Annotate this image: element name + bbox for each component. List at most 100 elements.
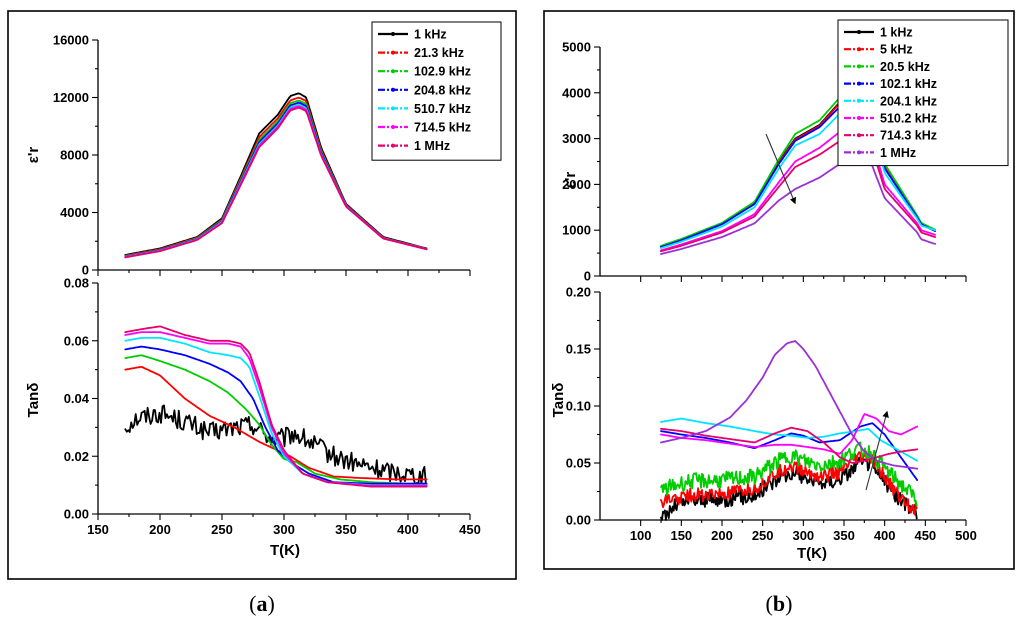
a-legend-label-21-3-khz: 21.3 kHz	[414, 46, 464, 60]
a-legend-label-1-khz: 1 kHz	[414, 28, 447, 42]
b-top-y-tick-label: 2000	[562, 177, 591, 192]
a-bottom-y-axis-title: Tanδ	[25, 383, 42, 418]
a-x-axis-title: T(K)	[270, 542, 300, 559]
panel-b-legend: 1 kHz 5 kHz 20.5 kHz 102.1 kHz 204.1 kHz 510.…	[837, 19, 1009, 167]
a-bottom-y-tick-label: 0.08	[64, 276, 89, 291]
b-legend-label-1-khz: 1 kHz	[880, 26, 913, 40]
a-legend-marker-21-3-khz	[391, 50, 395, 55]
b-bottom-x-tick-label: 300	[792, 528, 814, 543]
a-legend-marker-714-5-khz	[391, 125, 395, 129]
b-legend-marker-20-5-khz	[857, 64, 861, 69]
a-bottom-series-204-8-khz	[124, 345, 428, 485]
b-legend-label-102-1-khz: 102.1 kHz	[880, 77, 937, 91]
b-bottom-series-204-1-khz	[660, 417, 919, 462]
b-top-y-tick-label: 0	[584, 269, 591, 284]
panel-a-plot: 0 4000 8000 12000 16000 0.00 0.02 0.04 0.06 0.08 1…	[25, 33, 481, 560]
a-legend-marker-102-9-khz	[391, 69, 395, 74]
b-legend-marker-1-khz	[857, 30, 861, 34]
a-bottom-x-tick-label: 200	[149, 522, 171, 537]
a-legend-marker-1-mhz	[391, 143, 395, 148]
a-bottom-y-tick-label: 0.06	[64, 333, 89, 348]
b-top-trend-arrow	[765, 133, 796, 205]
b-legend-marker-5-khz	[857, 47, 861, 52]
b-legend-label-204-1-khz: 204.1 kHz	[880, 94, 937, 108]
b-legend-marker-204-1-khz	[857, 98, 861, 103]
b-legend-label-20-5-khz: 20.5 kHz	[880, 60, 930, 74]
b-bottom-series-102-1-khz	[660, 422, 919, 481]
b-bottom-y-tick-label: 0.05	[566, 456, 591, 471]
b-top-series-510-2-khz	[660, 112, 936, 252]
a-legend-label-510-7-khz: 510.7 kHz	[414, 102, 471, 116]
a-legend-label-204-8-khz: 204.8 kHz	[414, 83, 471, 97]
panel-a-legend: 1 kHz 21.3 kHz 102.9 kHz 204.8 kHz 510.7 kHz…	[371, 21, 502, 161]
b-bottom-x-tick-label: 150	[670, 528, 692, 543]
b-top-series-20-5-khz	[660, 69, 936, 247]
b-top-y-tick-label: 3000	[562, 131, 591, 146]
b-bottom-x-tick-label: 400	[874, 528, 896, 543]
b-legend-marker-102-1-khz	[857, 81, 861, 86]
b-top-series-204-1-khz	[660, 89, 936, 249]
a-bottom-y-tick-label: 0.02	[64, 449, 89, 464]
b-legend-label-1-mhz: 1 MHz	[880, 146, 916, 160]
b-bottom-series-510-2-khz	[660, 413, 919, 455]
b-bottom-y-tick-label: 0.10	[566, 399, 591, 414]
b-bottom-trend-arrow	[865, 410, 889, 491]
a-top-y-tick-label: 16000	[53, 33, 89, 48]
b-top-series-102-1-khz	[660, 80, 936, 248]
a-legend-marker-510-7-khz	[391, 106, 395, 111]
a-top-y-tick-label: 12000	[53, 90, 89, 105]
b-legend-marker-1-mhz	[857, 150, 861, 155]
panel-b: 0 1000 2000 3000 4000 5000 0.00 0.05 0.10 0.15 0.2…	[543, 10, 1015, 616]
panel-b-plot: 0 1000 2000 3000 4000 5000 0.00 0.05 0.10 0.15 0.2…	[550, 40, 977, 563]
b-bottom-x-tick-label: 500	[955, 528, 977, 543]
b-bottom-x-tick-label: 200	[711, 528, 733, 543]
panel-b-caption: (b)	[766, 591, 793, 616]
b-legend-box	[837, 19, 1009, 167]
a-bottom-x-tick-label: 300	[273, 522, 295, 537]
a-legend-label-714-5-khz: 714.5 kHz	[414, 121, 471, 135]
a-top-series-1-mhz	[124, 106, 428, 259]
b-top-y-tick-label: 5000	[562, 40, 591, 55]
a-bottom-series-1-khz	[124, 404, 427, 486]
b-top-series-714-3-khz	[660, 124, 936, 253]
a-legend-marker-204-8-khz	[391, 87, 395, 92]
a-legend-marker-1-khz	[391, 32, 395, 36]
a-bottom-series-102-9-khz	[124, 354, 428, 485]
a-top-y-tick-label: 4000	[60, 205, 89, 220]
a-bottom-y-tick-label: 0.00	[64, 507, 89, 522]
a-top-y-axis-title: ε'r	[25, 147, 42, 164]
b-legend-label-510-2-khz: 510.2 kHz	[880, 112, 937, 126]
b-bottom-x-tick-label: 250	[752, 528, 774, 543]
a-top-y-tick-label: 0	[82, 263, 89, 278]
b-legend-marker-714-3-khz	[857, 133, 861, 138]
b-bottom-y-tick-label: 0.20	[566, 285, 591, 300]
a-legend-label-1-mhz: 1 MHz	[414, 139, 450, 153]
b-top-series-1-mhz	[660, 140, 936, 255]
b-x-axis-title: T(K)	[797, 545, 827, 562]
b-top-y-tick-label: 4000	[562, 85, 591, 100]
b-bottom-y-tick-label: 0.00	[566, 513, 591, 528]
a-top-y-tick-label: 8000	[60, 148, 89, 163]
a-bottom-series-1-mhz	[124, 325, 428, 488]
b-bottom-x-tick-label: 100	[630, 528, 652, 543]
a-legend-label-102-9-khz: 102.9 kHz	[414, 65, 471, 79]
b-bottom-x-tick-label: 350	[833, 528, 855, 543]
a-bottom-y-tick-label: 0.04	[64, 391, 90, 406]
b-legend-label-5-khz: 5 kHz	[880, 43, 913, 57]
a-bottom-x-tick-label: 250	[211, 522, 233, 537]
panel-a: 0 4000 8000 12000 16000 0.00 0.02 0.04 0.06 0.08 1…	[7, 10, 517, 616]
a-bottom-x-tick-label: 150	[87, 522, 109, 537]
b-bottom-series-20-5-khz	[660, 441, 918, 507]
a-bottom-x-tick-label: 350	[335, 522, 357, 537]
b-bottom-series-5-khz	[660, 450, 918, 516]
b-bottom-y-tick-label: 0.15	[566, 342, 591, 357]
b-top-y-axis-title: ε'r	[562, 172, 579, 189]
panel-a-caption: (a)	[249, 591, 275, 616]
b-top-y-tick-label: 1000	[562, 223, 591, 238]
a-bottom-x-tick-label: 400	[397, 522, 419, 537]
b-bottom-x-tick-label: 450	[914, 528, 936, 543]
b-legend-marker-510-2-khz	[857, 116, 861, 120]
b-bottom-y-axis-title: Tanδ	[550, 383, 567, 418]
b-legend-label-714-3-khz: 714.3 kHz	[880, 129, 937, 143]
